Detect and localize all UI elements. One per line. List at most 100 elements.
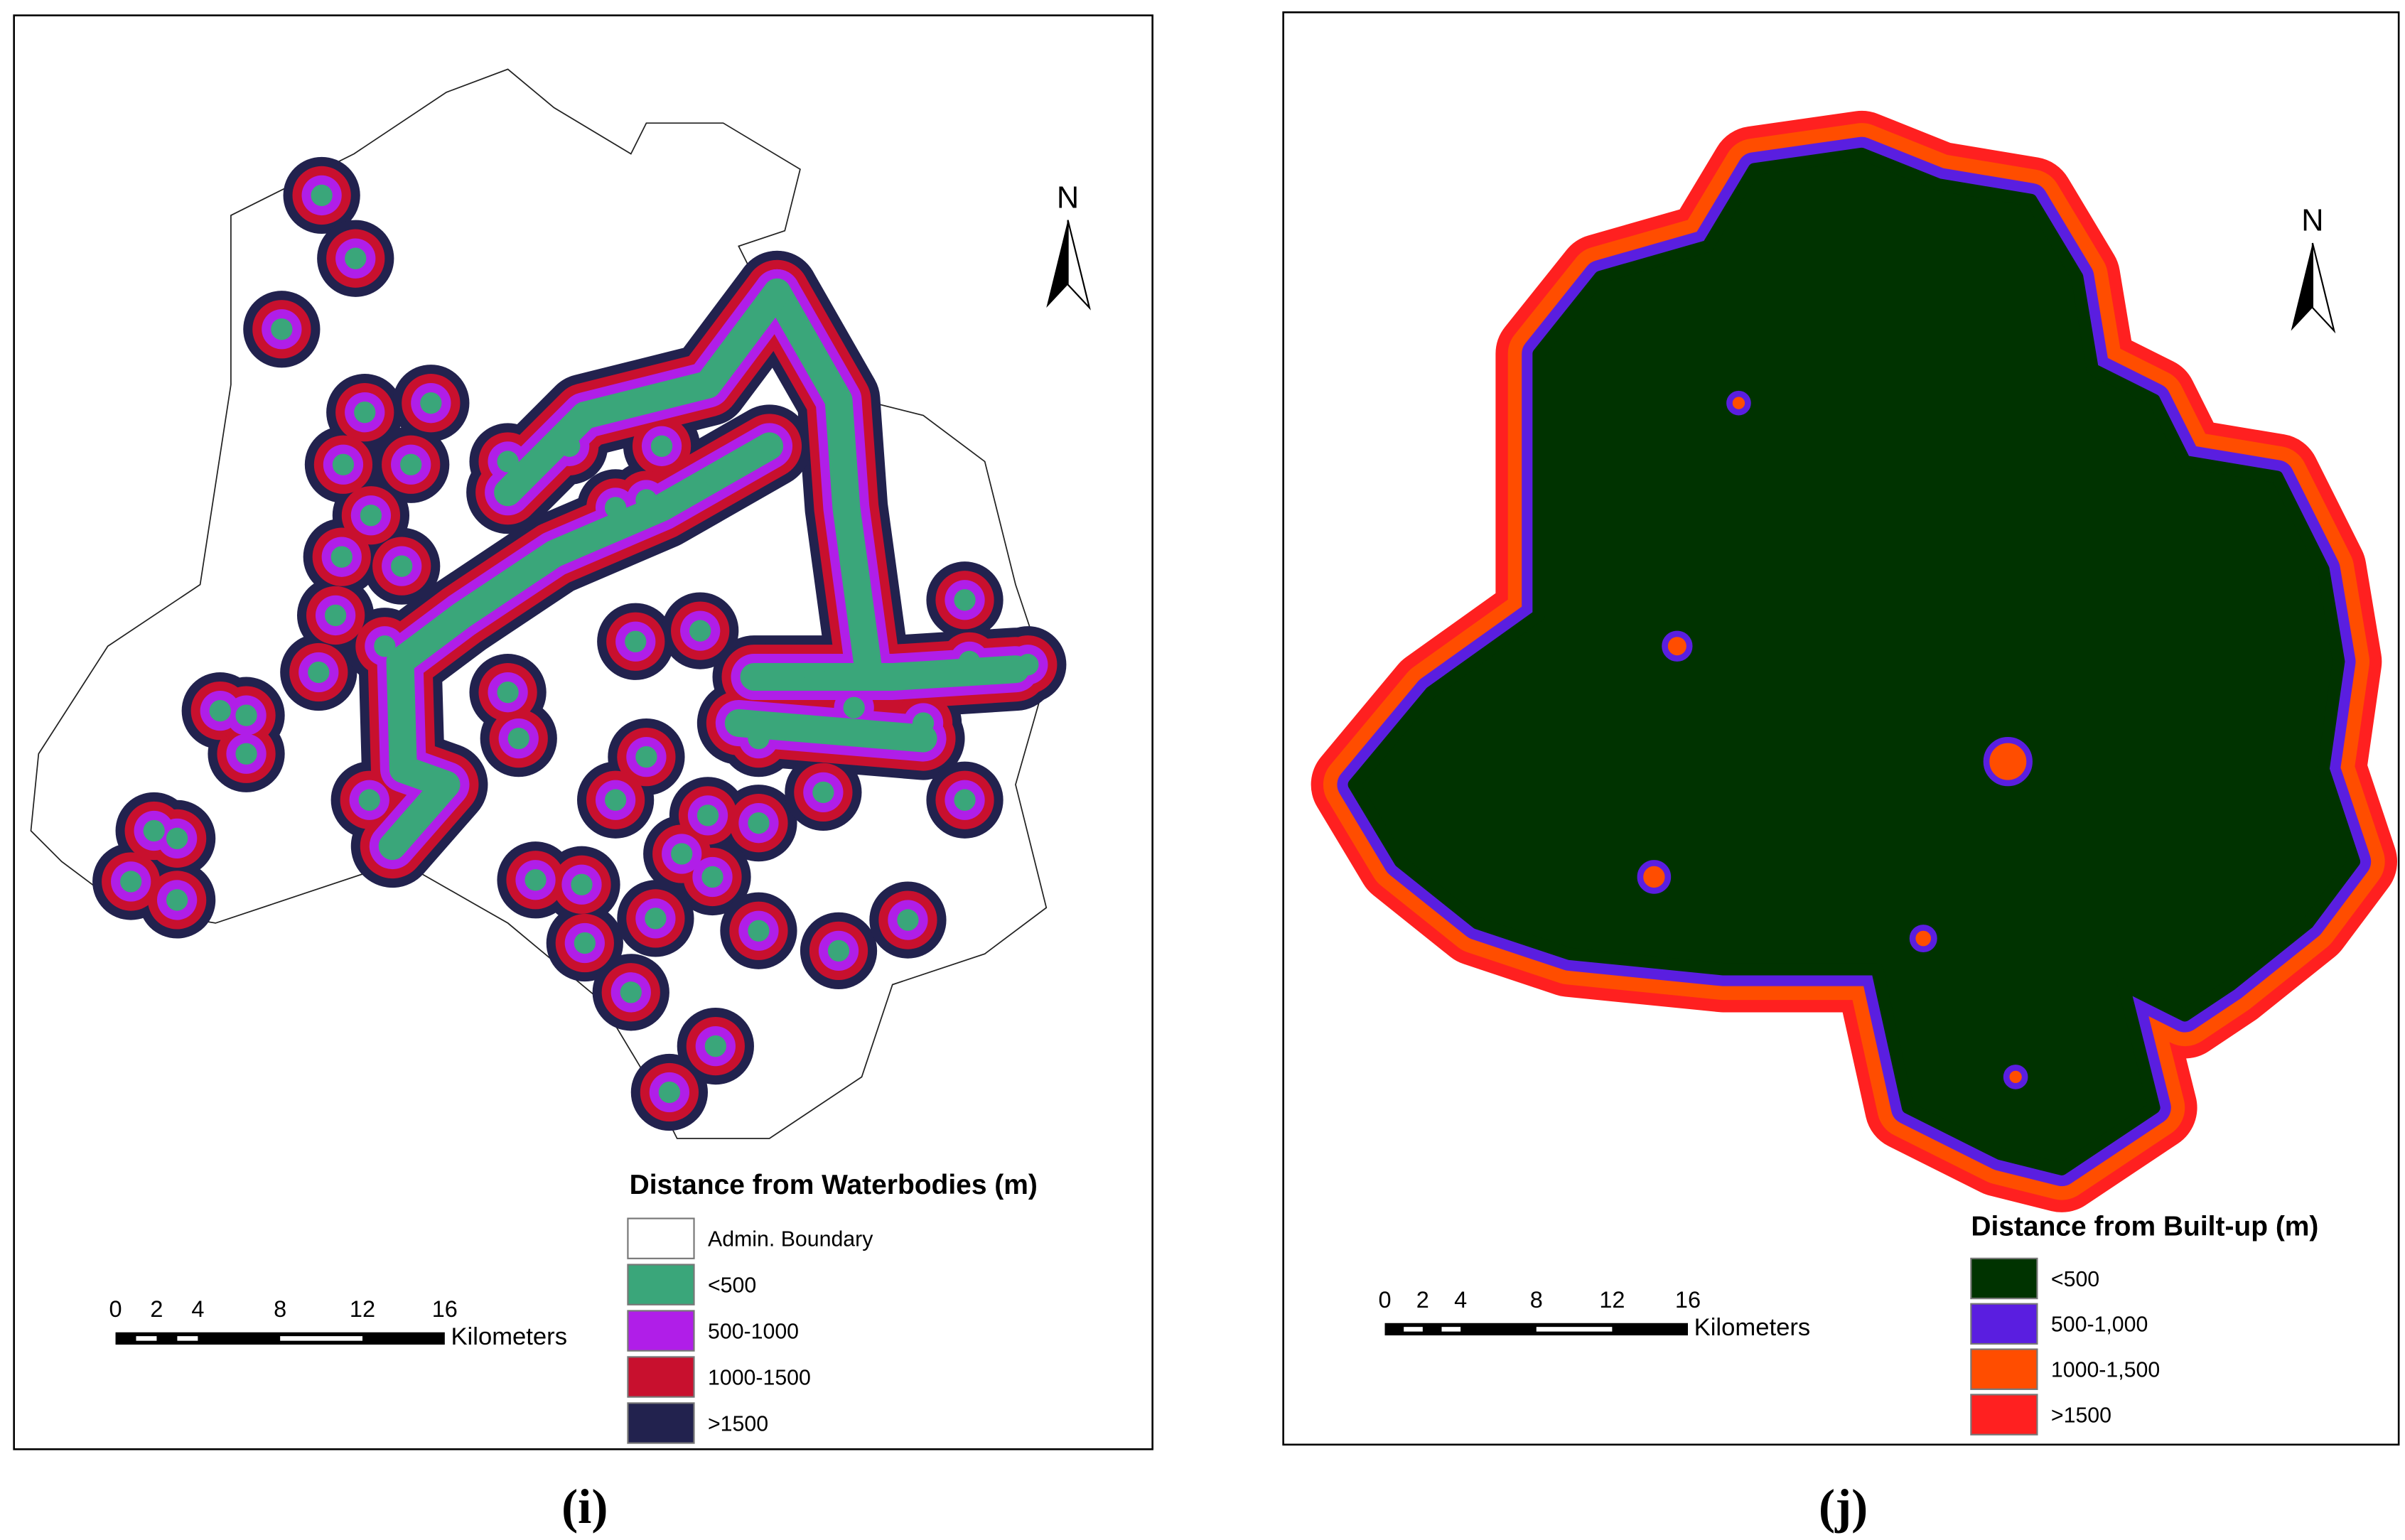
scale-label: 2 bbox=[1416, 1287, 1429, 1313]
north-arrow: N bbox=[2291, 204, 2336, 334]
scale-label: 4 bbox=[191, 1296, 204, 1322]
water-buffer bbox=[143, 819, 165, 842]
water-buffer bbox=[308, 661, 330, 684]
water-buffer bbox=[166, 827, 188, 849]
water-buffer bbox=[391, 555, 413, 577]
water-buffer bbox=[843, 696, 865, 718]
legend-swatch bbox=[627, 1356, 695, 1398]
water-corridor bbox=[763, 278, 883, 691]
water-buffer bbox=[571, 873, 593, 895]
legend-title: Distance from Waterbodies (m) bbox=[630, 1170, 1038, 1200]
legend-label: <500 bbox=[2051, 1268, 2099, 1291]
north-label: N bbox=[1057, 181, 1079, 215]
water-buffer bbox=[420, 392, 442, 414]
scale-label: 12 bbox=[1599, 1287, 1625, 1313]
scale-bar-segment bbox=[1404, 1327, 1423, 1332]
water-buffer bbox=[235, 743, 257, 765]
water-corridor bbox=[494, 278, 791, 507]
scale-bar-segment bbox=[1441, 1327, 1461, 1332]
legend-label: Admin. Boundary bbox=[708, 1228, 873, 1251]
legend-swatch bbox=[627, 1264, 695, 1305]
scale-label: 0 bbox=[1379, 1287, 1392, 1313]
water-buffer bbox=[774, 666, 796, 688]
scale-label: 2 bbox=[150, 1296, 163, 1322]
builtup-zone bbox=[1347, 147, 2361, 1175]
water-buffer bbox=[704, 465, 726, 488]
water-buffers bbox=[92, 156, 1067, 1131]
water-buffer bbox=[625, 630, 647, 652]
caption: (j) bbox=[1819, 1479, 1868, 1534]
water-buffer bbox=[354, 402, 376, 424]
water-corridor bbox=[378, 432, 784, 861]
caption: (i) bbox=[561, 1479, 608, 1534]
water-buffer bbox=[635, 745, 657, 768]
scale-bar-segment bbox=[1536, 1327, 1613, 1332]
water-buffer bbox=[311, 184, 333, 207]
water-buffer bbox=[954, 789, 976, 811]
builtup-gap bbox=[1662, 630, 1693, 662]
scale-bar-segment bbox=[177, 1336, 198, 1341]
scale-unit: Kilometers bbox=[1694, 1314, 1811, 1341]
water-buffer bbox=[748, 812, 770, 834]
water-buffer bbox=[604, 789, 627, 811]
builtup-gap bbox=[1637, 860, 1672, 894]
legend-swatch bbox=[1970, 1394, 2038, 1436]
north-label: N bbox=[2301, 204, 2323, 238]
water-buffer bbox=[497, 451, 519, 473]
water-buffer bbox=[324, 604, 347, 627]
scale-label: 16 bbox=[1675, 1287, 1701, 1313]
scale-unit: Kilometers bbox=[451, 1323, 567, 1350]
builtup-gap bbox=[2003, 1065, 2028, 1089]
water-buffer bbox=[805, 666, 827, 688]
water-buffer bbox=[120, 871, 142, 893]
water-buffer bbox=[497, 682, 519, 704]
water-buffer bbox=[689, 620, 711, 642]
water-buffer bbox=[812, 781, 834, 804]
water-buffer bbox=[507, 727, 529, 750]
scale-label: 0 bbox=[109, 1296, 122, 1322]
legend-label: 500-1000 bbox=[708, 1320, 799, 1343]
legend-swatch bbox=[1970, 1348, 2038, 1390]
water-buffer bbox=[330, 546, 353, 568]
north-arrow: N bbox=[1046, 181, 1091, 311]
water-buffer bbox=[209, 700, 231, 722]
water-buffer bbox=[358, 789, 380, 811]
water-buffer bbox=[650, 435, 673, 457]
builtup-gap bbox=[1983, 736, 2033, 787]
water-buffer bbox=[658, 1081, 681, 1104]
water-buffer bbox=[574, 932, 596, 954]
legend-label: >1500 bbox=[2051, 1404, 2111, 1427]
water-buffer bbox=[604, 497, 627, 519]
water-buffer bbox=[524, 869, 547, 891]
water-buffer bbox=[954, 589, 976, 611]
scale-label: 16 bbox=[432, 1296, 458, 1322]
water-buffer bbox=[701, 866, 723, 888]
water-buffer bbox=[958, 650, 981, 673]
scale-label: 12 bbox=[350, 1296, 375, 1322]
water-buffer bbox=[645, 908, 667, 930]
water-buffer bbox=[671, 843, 693, 865]
water-buffer bbox=[635, 489, 657, 511]
water-buffer bbox=[360, 505, 382, 527]
water-buffer bbox=[271, 318, 293, 340]
water-buffer bbox=[897, 909, 919, 931]
legend-label: 1000-1500 bbox=[708, 1366, 811, 1389]
legend-swatch bbox=[1970, 1257, 2038, 1300]
builtup-gap bbox=[1726, 390, 1751, 416]
legend-label: <500 bbox=[708, 1274, 756, 1297]
legend-swatch bbox=[627, 1217, 695, 1259]
water-buffer bbox=[374, 635, 396, 657]
water-buffer bbox=[400, 453, 422, 475]
legend-label: 500-1,000 bbox=[2051, 1313, 2148, 1337]
legend-swatch bbox=[627, 1310, 695, 1352]
legend-swatch bbox=[1970, 1303, 2038, 1345]
builtup-gap bbox=[1909, 925, 1937, 953]
water-buffer bbox=[912, 712, 935, 734]
water-buffer bbox=[345, 247, 367, 269]
scale-bar-segment bbox=[136, 1336, 157, 1341]
legend-label: 1000-1,500 bbox=[2051, 1359, 2160, 1382]
water-buffer bbox=[704, 1035, 726, 1057]
legend-label: >1500 bbox=[708, 1412, 768, 1436]
builtup-buffers bbox=[1311, 110, 2397, 1212]
